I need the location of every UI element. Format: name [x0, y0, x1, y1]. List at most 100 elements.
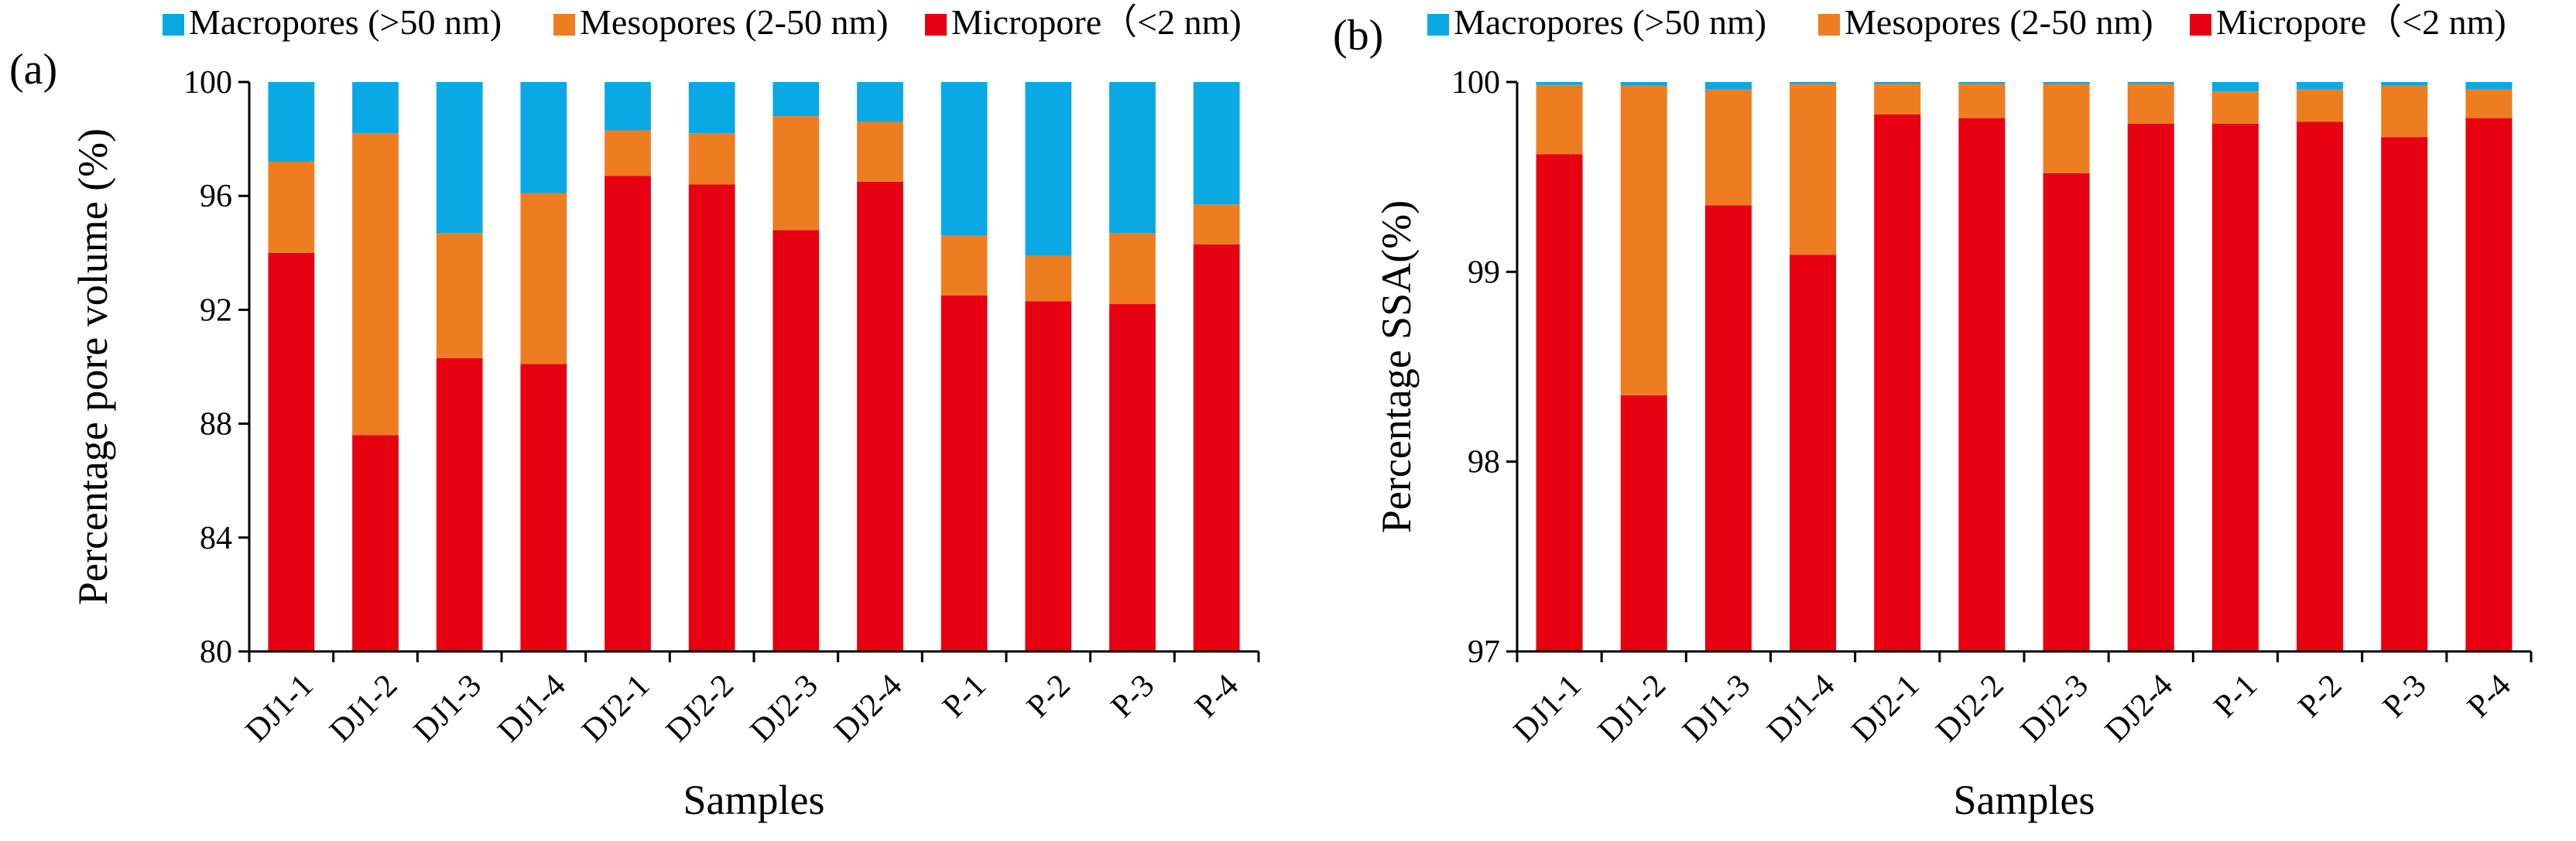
bar-micro-dj1-1 — [1536, 154, 1583, 652]
bar-micro-p-2 — [1025, 301, 1072, 651]
bar-meso-dj2-3 — [772, 116, 820, 231]
bar-micro-dj2-2 — [688, 184, 735, 652]
bar-macro-dj2-3 — [2043, 82, 2090, 84]
bar-macro-p-1 — [940, 82, 988, 236]
bar-meso-p-3 — [1109, 233, 1156, 305]
bar-macro-dj1-2 — [352, 82, 399, 134]
bar-meso-p-1 — [940, 235, 988, 296]
x-tick-label-dj2-4: DJ2-4 — [827, 668, 909, 749]
x-tick-label-dj2-2: DJ2-2 — [1930, 668, 2011, 749]
bar-micro-p-2 — [2297, 121, 2344, 651]
bar-meso-dj2-2 — [1958, 84, 2006, 118]
bar-meso-p-4 — [2465, 89, 2513, 118]
bar-macro-dj2-4 — [2127, 82, 2174, 84]
x-tick-label-p-3: P-3 — [1105, 668, 1162, 725]
bar-micro-dj2-3 — [2043, 173, 2090, 651]
bar-micro-dj1-2 — [352, 435, 399, 651]
bar-micro-dj1-3 — [436, 357, 483, 651]
bar-meso-p-2 — [1025, 255, 1072, 302]
x-tick-label-dj2-3: DJ2-3 — [744, 668, 825, 749]
bar-meso-p-2 — [2297, 89, 2344, 122]
x-axis-title: Samples — [683, 777, 825, 823]
y-tick-label: 99 — [1468, 255, 1500, 290]
bar-meso-dj1-4 — [520, 193, 567, 364]
bar-micro-dj1-2 — [1620, 395, 1667, 651]
bar-macro-dj1-2 — [1620, 82, 1667, 86]
bar-macro-dj2-2 — [688, 82, 735, 134]
bar-meso-dj2-2 — [688, 133, 735, 185]
bar-micro-dj1-4 — [1790, 255, 1837, 651]
bar-macro-dj2-4 — [857, 82, 903, 122]
y-tick-label: 98 — [1468, 445, 1500, 480]
y-tick-label: 80 — [200, 634, 232, 670]
x-tick-label-dj2-4: DJ2-4 — [2098, 668, 2180, 749]
bar-meso-dj2-4 — [2127, 84, 2174, 124]
bar-micro-p-4 — [1193, 244, 1240, 651]
bar-micro-p-3 — [2381, 137, 2428, 651]
bar-macro-p-3 — [2381, 82, 2428, 86]
bar-meso-dj1-3 — [1704, 89, 1752, 206]
bar-macro-p-1 — [2211, 82, 2259, 92]
bar-macro-p-2 — [2297, 82, 2344, 90]
bar-macro-dj2-3 — [772, 82, 820, 117]
bar-meso-dj2-3 — [2043, 84, 2090, 173]
bar-meso-p-3 — [2381, 85, 2428, 138]
bar-macro-dj2-1 — [1874, 82, 1921, 84]
bar-micro-dj1-4 — [520, 364, 567, 651]
y-tick-label: 100 — [1451, 65, 1500, 101]
x-tick-label-dj2-3: DJ2-3 — [2014, 668, 2095, 749]
bar-meso-p-1 — [2211, 91, 2259, 124]
x-tick-label-dj1-2: DJ1-2 — [323, 668, 404, 749]
bar-meso-dj2-4 — [857, 121, 903, 182]
bar-micro-p-1 — [2211, 123, 2259, 652]
bar-macro-dj1-4 — [520, 82, 567, 193]
bar-micro-dj2-2 — [1958, 118, 2006, 652]
x-tick-label-p-3: P-3 — [2376, 668, 2434, 725]
x-tick-label-p-1: P-1 — [2208, 668, 2265, 725]
bar-micro-dj1-1 — [268, 252, 315, 651]
panel-label: (b) — [1333, 12, 1383, 60]
x-tick-label-dj1-1: DJ1-1 — [239, 668, 320, 749]
x-tick-label-dj2-2: DJ2-2 — [659, 668, 741, 749]
y-axis-title: Percentage SSA(%) — [1373, 200, 1420, 533]
legend-swatch-micro — [925, 14, 947, 36]
bar-meso-dj1-2 — [1620, 85, 1667, 395]
x-tick-label-dj1-4: DJ1-4 — [492, 668, 573, 749]
y-axis-title: Percentage pore volume (%) — [70, 128, 116, 605]
x-tick-label-p-4: P-4 — [2461, 668, 2518, 725]
legend-label-macro: Macropores (>50 nm) — [189, 2, 502, 42]
x-tick-label-dj1-3: DJ1-3 — [407, 668, 488, 749]
legend-swatch-macro — [163, 14, 184, 36]
bar-macro-dj2-1 — [605, 82, 651, 131]
bar-macro-dj1-3 — [1704, 82, 1752, 90]
legend-label-meso: Mesopores (2-50 nm) — [1845, 2, 2153, 42]
legend-swatch-meso — [553, 14, 575, 36]
legend-swatch-meso — [1818, 14, 1840, 36]
bar-macro-p-2 — [1025, 82, 1072, 256]
bar-micro-dj1-3 — [1704, 205, 1752, 652]
bar-meso-dj1-1 — [268, 162, 315, 253]
x-tick-label-dj2-1: DJ2-1 — [575, 668, 656, 749]
y-tick-label: 84 — [200, 521, 232, 556]
x-tick-label-dj1-1: DJ1-1 — [1507, 668, 1588, 749]
legend-swatch-macro — [1427, 14, 1449, 36]
bar-micro-dj2-1 — [605, 176, 651, 651]
bar-micro-dj2-1 — [1874, 114, 1921, 651]
x-tick-label-p-2: P-2 — [1020, 668, 1077, 725]
x-tick-label-dj2-1: DJ2-1 — [1845, 668, 1927, 749]
bar-macro-p-3 — [1109, 82, 1156, 234]
x-tick-label-dj1-4: DJ1-4 — [1760, 668, 1841, 749]
x-tick-label-p-1: P-1 — [936, 668, 993, 725]
y-tick-label: 97 — [1468, 634, 1500, 670]
bar-macro-dj1-4 — [1790, 82, 1837, 84]
x-tick-label-p-4: P-4 — [1188, 668, 1245, 725]
panel-label: (a) — [9, 46, 57, 94]
legend-label-meso: Mesopores (2-50 nm) — [580, 2, 889, 42]
y-tick-label: 92 — [200, 292, 232, 328]
x-axis-title: Samples — [1954, 777, 2095, 823]
legend-swatch-micro — [2190, 14, 2211, 36]
